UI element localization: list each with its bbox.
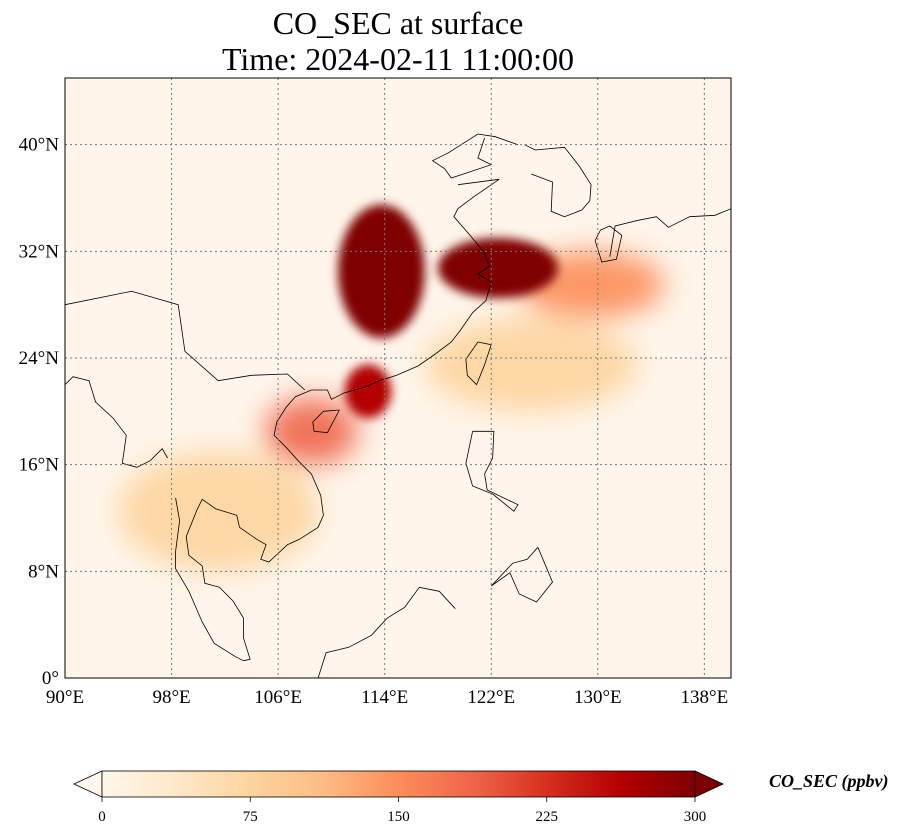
coastline-11	[317, 586, 456, 678]
coastline-6	[524, 144, 592, 218]
coastline-7	[609, 208, 731, 257]
map-title-line2: Time: 2024-02-11 11:00:00	[221, 41, 574, 77]
coastline-2	[175, 497, 244, 662]
gridlines	[65, 78, 731, 678]
y-tick-label: 16°N	[19, 455, 60, 476]
colorbar-tick-label: 75	[243, 809, 258, 825]
x-tick-label: 114°E	[361, 687, 408, 708]
x-tick-label: 90°E	[46, 687, 84, 708]
x-tick-label: 106°E	[254, 687, 302, 708]
x-tick-label: 130°E	[574, 687, 622, 708]
plume-3	[264, 398, 359, 465]
map-title-line1: CO_SEC at surface	[272, 5, 524, 41]
y-tick-label: 0°	[42, 668, 59, 689]
plume-2	[344, 364, 392, 419]
colorbar: 0 75 150 225 300 CO_SEC (ppbv)	[73, 770, 889, 825]
coastlines	[65, 133, 731, 678]
plume-0	[338, 204, 425, 338]
colorbar-max-extend	[694, 770, 724, 798]
y-tick-labels: 0° 8°N 16°N 24°N 32°N 40°N	[19, 135, 60, 689]
coastline-3	[65, 376, 168, 468]
x-tick-label: 122°E	[467, 687, 515, 708]
map-frame	[64, 77, 732, 679]
x-tick-label: 98°E	[152, 687, 190, 708]
concentration-field	[118, 204, 665, 572]
y-tick-label: 24°N	[19, 348, 60, 369]
colorbar-gradient	[101, 770, 696, 798]
colorbar-ticks: 0 75 150 225 300	[98, 797, 706, 825]
plume-1	[437, 238, 558, 298]
coastline-10	[490, 547, 553, 603]
y-tick-label: 40°N	[19, 135, 60, 156]
colorbar-tick-label: 225	[536, 809, 559, 825]
plume-4	[118, 451, 319, 572]
coastline-9	[465, 430, 519, 512]
colorbar-min-extend	[73, 770, 103, 798]
y-tick-label: 8°N	[28, 561, 59, 582]
colorbar-tick-label: 0	[98, 809, 106, 825]
coastline-4	[312, 409, 340, 434]
coastline-12	[65, 290, 306, 391]
plume-6	[424, 318, 638, 412]
colorbar-title: CO_SEC (ppbv)	[769, 771, 889, 792]
y-tick-label: 32°N	[19, 241, 60, 262]
coastline-8	[594, 225, 623, 263]
coastline-0	[431, 133, 519, 179]
colorbar-tick-label: 150	[387, 809, 410, 825]
x-tick-label: 138°E	[681, 687, 729, 708]
coastline-1	[185, 178, 500, 662]
x-tick-labels: 90°E 98°E 106°E 114°E 122°E 130°E 138°E	[46, 687, 728, 708]
colorbar-tick-label: 300	[684, 809, 707, 825]
